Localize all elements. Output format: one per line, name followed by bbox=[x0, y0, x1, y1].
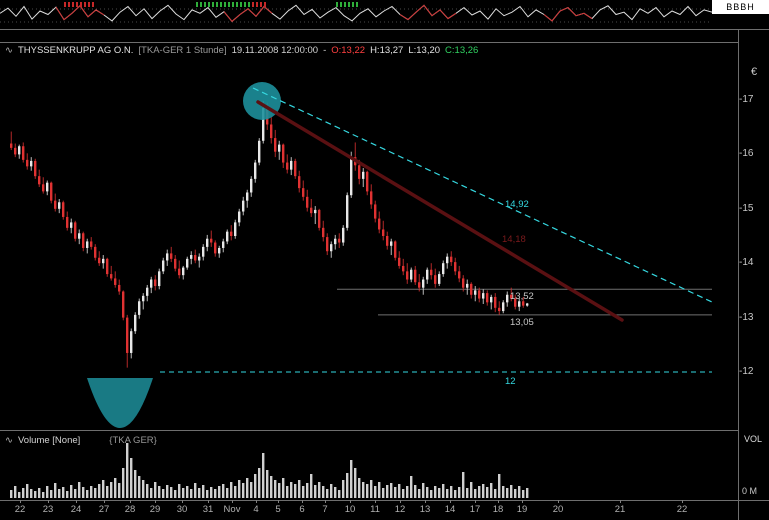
time-axis-label: 18 bbox=[492, 504, 504, 515]
low-value: L:13,20 bbox=[408, 45, 441, 56]
time-axis-label: 6 bbox=[299, 504, 305, 515]
time-axis-tick bbox=[48, 500, 49, 503]
time-axis-label: 22 bbox=[14, 504, 26, 515]
svg-text:14,92: 14,92 bbox=[505, 199, 529, 210]
panel-splitter[interactable] bbox=[0, 430, 738, 431]
time-axis-tick bbox=[278, 500, 279, 503]
panel-divider bbox=[0, 42, 738, 43]
instrument-context: [TKA-GER 1 Stunde] bbox=[138, 45, 227, 56]
time-axis-tick bbox=[682, 500, 683, 503]
time-axis[interactable]: 22 23 24 27 28 29 30 31 Nov 4 5 6 7 10 11 12 13 14 17 18 19 2… bbox=[0, 500, 769, 520]
time-axis-label: 27 bbox=[98, 504, 110, 515]
time-axis-tick bbox=[325, 500, 326, 503]
volume-title: Volume [None] bbox=[17, 435, 81, 446]
volume-instrument: {TKA GER} bbox=[109, 435, 157, 446]
time-axis-label: 13 bbox=[419, 504, 431, 515]
time-axis-tick bbox=[620, 500, 621, 503]
price-axis-label: -17 bbox=[739, 94, 754, 105]
time-axis-tick bbox=[558, 500, 559, 503]
time-axis-label: 31 bbox=[202, 504, 214, 515]
price-axis-label: -13 bbox=[739, 311, 754, 323]
time-axis-tick bbox=[400, 500, 401, 503]
time-axis-label: 17 bbox=[469, 504, 481, 515]
axis-divider bbox=[738, 29, 739, 520]
time-axis-label: 23 bbox=[42, 504, 54, 515]
time-axis-tick bbox=[208, 500, 209, 503]
volume-chart[interactable] bbox=[0, 432, 738, 499]
time-axis-label: 30 bbox=[176, 504, 188, 515]
time-axis-label: Nov bbox=[223, 504, 241, 515]
price-axis-label: -12 bbox=[739, 366, 754, 377]
time-axis-tick bbox=[256, 500, 257, 503]
svg-text:14,18: 14,18 bbox=[502, 234, 526, 245]
time-axis-tick bbox=[232, 500, 233, 503]
close-value: C:13,26 bbox=[445, 45, 479, 56]
time-axis-tick bbox=[425, 500, 426, 503]
currency-symbol: € bbox=[751, 66, 758, 78]
time-axis-label: 20 bbox=[552, 504, 564, 515]
time-axis-tick bbox=[76, 500, 77, 503]
cup-annotation bbox=[87, 378, 153, 428]
price-axis[interactable]: -17 -16 -15 -14 -13 -12 bbox=[738, 0, 769, 520]
high-value: H:13,27 bbox=[370, 45, 404, 56]
time-axis-tick bbox=[130, 500, 131, 503]
series-icon: ∿ bbox=[5, 45, 13, 56]
time-axis-label: 10 bbox=[344, 504, 356, 515]
time-axis-tick bbox=[375, 500, 376, 503]
time-axis-tick bbox=[350, 500, 351, 503]
time-axis-label: 14 bbox=[444, 504, 456, 515]
candlestick-chart[interactable]: 14,92 14,18 13,52 13,05 12 bbox=[0, 43, 738, 430]
indicator-overview-chart[interactable] bbox=[0, 0, 712, 29]
steep-trend-line bbox=[256, 100, 624, 322]
time-axis-label: 4 bbox=[253, 504, 259, 515]
volume-zero-label: 0 M bbox=[742, 486, 758, 496]
indicator-name-box: BBBH bbox=[712, 0, 769, 14]
time-axis-label: 29 bbox=[149, 504, 161, 515]
instrument-title: THYSSENKRUPP AG O.N. bbox=[17, 45, 134, 56]
time-axis-tick bbox=[450, 500, 451, 503]
time-axis-label: 19 bbox=[516, 504, 528, 515]
time-axis-label: 11 bbox=[370, 504, 380, 515]
series-icon: ∿ bbox=[5, 435, 13, 446]
time-axis-tick bbox=[522, 500, 523, 503]
time-axis-label: 28 bbox=[124, 504, 136, 515]
price-axis-label: -15 bbox=[739, 202, 754, 214]
time-axis-tick bbox=[182, 500, 183, 503]
panel-divider bbox=[0, 29, 769, 30]
downtrend-line bbox=[252, 87, 713, 303]
volume-header: ∿ Volume [None] {TKA GER} bbox=[5, 435, 157, 446]
time-axis-tick bbox=[498, 500, 499, 503]
time-axis-tick bbox=[475, 500, 476, 503]
time-axis-tick bbox=[302, 500, 303, 503]
bar-timestamp: 19.11.2008 12:00:00 bbox=[231, 45, 319, 56]
time-axis-label: 7 bbox=[322, 504, 328, 515]
time-axis-tick bbox=[155, 500, 156, 503]
time-axis-label: 22 bbox=[676, 504, 688, 515]
chart-header: ∿ THYSSENKRUPP AG O.N. [TKA-GER 1 Stunde… bbox=[5, 45, 478, 56]
svg-text:12: 12 bbox=[505, 376, 516, 387]
time-axis-label: 24 bbox=[70, 504, 82, 515]
time-axis-label: 5 bbox=[275, 504, 281, 515]
price-axis-label: -16 bbox=[739, 148, 754, 160]
header-separator: - bbox=[323, 45, 327, 56]
volume-axis-label: VOL bbox=[744, 434, 763, 444]
open-value: O:13,22 bbox=[331, 45, 366, 56]
time-axis-tick bbox=[20, 500, 21, 503]
svg-text:13,05: 13,05 bbox=[510, 317, 534, 328]
price-axis-label: -14 bbox=[739, 257, 754, 269]
time-axis-label: 12 bbox=[394, 504, 406, 515]
panel-divider bbox=[0, 500, 769, 501]
svg-text:13,52: 13,52 bbox=[510, 291, 534, 302]
time-axis-label: 21 bbox=[614, 504, 626, 515]
time-axis-tick bbox=[104, 500, 105, 503]
